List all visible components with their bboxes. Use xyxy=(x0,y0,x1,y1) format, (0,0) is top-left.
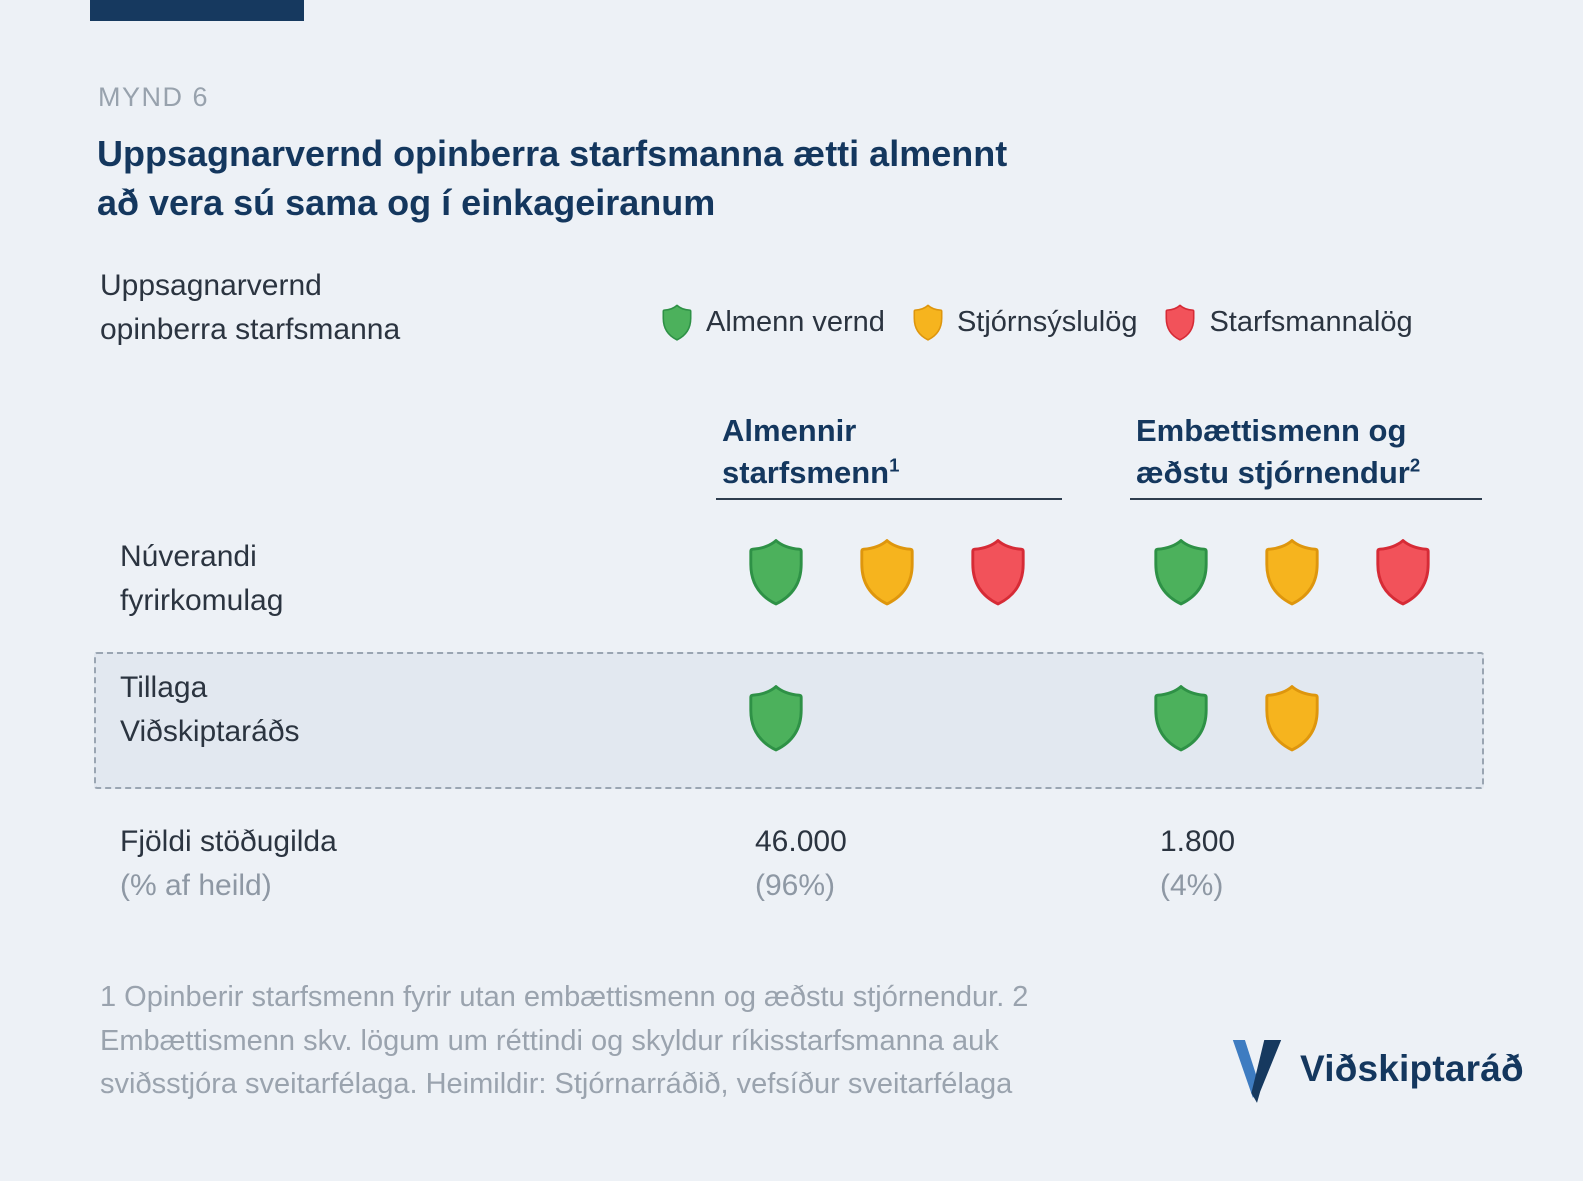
chart-subject-line2: opinberra starfsmanna xyxy=(100,313,401,347)
legend-label: Starfsmannalög xyxy=(1209,306,1413,338)
red-shield-icon xyxy=(971,539,1025,606)
legend: Almenn vernd Stjórnsýslulög Starfsmannal… xyxy=(660,303,1413,342)
figure-number: MYND 6 xyxy=(98,82,210,112)
accent-bar xyxy=(90,0,304,21)
legend-item-general-protection: Almenn vernd xyxy=(660,303,885,342)
legend-item-civil-servant-law: Starfsmannalög xyxy=(1163,303,1413,342)
figure-title-line1: Uppsagnarvernd opinberra starfsmanna ætt… xyxy=(97,133,1008,174)
footnote-ref: 1 xyxy=(889,454,900,476)
totals-row-label: Fjöldi stöðugilda (% af heild) xyxy=(120,820,337,908)
column-header-general-employees: Almennir starfsmenn1 xyxy=(716,410,1062,500)
yellow-shield-icon xyxy=(1265,539,1319,606)
total-count: 1.800 xyxy=(1160,825,1236,858)
row-label-line2: Viðskiptaráðs xyxy=(120,715,300,749)
red-shield-icon xyxy=(1163,303,1197,342)
vidskiptarad-logo: Viðskiptaráð xyxy=(1228,1028,1524,1110)
footnote-ref: 2 xyxy=(1409,454,1421,476)
footnote: 1 Opinberir starfsmenn fyrir utan embætt… xyxy=(100,976,1028,1107)
vidskiptarad-logo-icon xyxy=(1232,1040,1282,1103)
red-shield-icon xyxy=(1165,304,1195,341)
total-count: 46.000 xyxy=(755,825,847,858)
chart-subject-label: Uppsagnarvernd opinberra starfsmanna xyxy=(100,264,400,352)
shields-proposal-general-employees xyxy=(745,682,807,754)
column-header-line2-text: starfsmenn xyxy=(722,454,890,490)
green-shield-icon xyxy=(1154,685,1208,752)
yellow-shield-icon xyxy=(860,539,914,606)
column-header-line1: Almennir xyxy=(722,413,857,448)
column-header-line2-text: æðstu stjórnendur xyxy=(1136,454,1410,490)
yellow-shield-icon xyxy=(1265,685,1319,752)
column-header-line1: Embættismenn og xyxy=(1136,413,1407,448)
shields-current-general-employees xyxy=(745,536,1029,608)
totals-label-main: Fjöldi stöðugilda xyxy=(120,825,337,858)
yellow-shield-icon xyxy=(911,303,945,342)
chart-subject-line1: Uppsagnarvernd xyxy=(100,269,322,302)
column-header-line2: starfsmenn1 xyxy=(716,452,1062,494)
footnote-line2: Embættismenn skv. lögum um réttindi og s… xyxy=(100,1024,999,1057)
footnote-line1: 1 Opinberir starfsmenn fyrir utan embætt… xyxy=(100,981,1029,1013)
figure-title: Uppsagnarvernd opinberra starfsmanna ætt… xyxy=(97,130,1007,228)
total-general-employees: 46.000 (96%) xyxy=(755,820,847,908)
row-label-current-arrangement: Núverandi fyrirkomulag xyxy=(120,535,283,623)
row-label-line1: Tillaga xyxy=(120,671,208,704)
shields-proposal-officials xyxy=(1150,682,1323,754)
green-shield-icon xyxy=(749,685,803,752)
total-officials: 1.800 (4%) xyxy=(1160,820,1235,908)
column-header-line2: æðstu stjórnendur2 xyxy=(1130,452,1482,494)
column-header-officials: Embættismenn og æðstu stjórnendur2 xyxy=(1130,410,1482,500)
figure-title-line2: að vera sú sama og í einkageiranum xyxy=(97,181,716,223)
total-percent: (96%) xyxy=(755,869,836,903)
green-shield-icon xyxy=(1154,539,1208,606)
footnote-line3: sviðsstjóra sveitarfélaga. Heimildir: St… xyxy=(100,1068,1013,1100)
shields-current-officials xyxy=(1150,536,1434,608)
green-shield-icon xyxy=(660,303,694,342)
vidskiptarad-logo-text: Viðskiptaráð xyxy=(1300,1048,1524,1089)
total-percent: (4%) xyxy=(1160,869,1224,903)
row-label-proposal: Tillaga Viðskiptaráðs xyxy=(120,666,300,754)
legend-item-administrative-law: Stjórnsýslulög xyxy=(911,303,1138,342)
legend-label: Stjórnsýslulög xyxy=(956,306,1138,338)
red-shield-icon xyxy=(1376,539,1430,606)
row-label-line2: fyrirkomulag xyxy=(120,584,284,618)
green-shield-icon xyxy=(662,304,692,341)
row-label-line1: Núverandi xyxy=(120,540,257,573)
totals-label-sub: (% af heild) xyxy=(120,869,272,903)
legend-label: Almenn vernd xyxy=(706,306,885,338)
green-shield-icon xyxy=(749,539,803,606)
yellow-shield-icon xyxy=(913,304,943,341)
